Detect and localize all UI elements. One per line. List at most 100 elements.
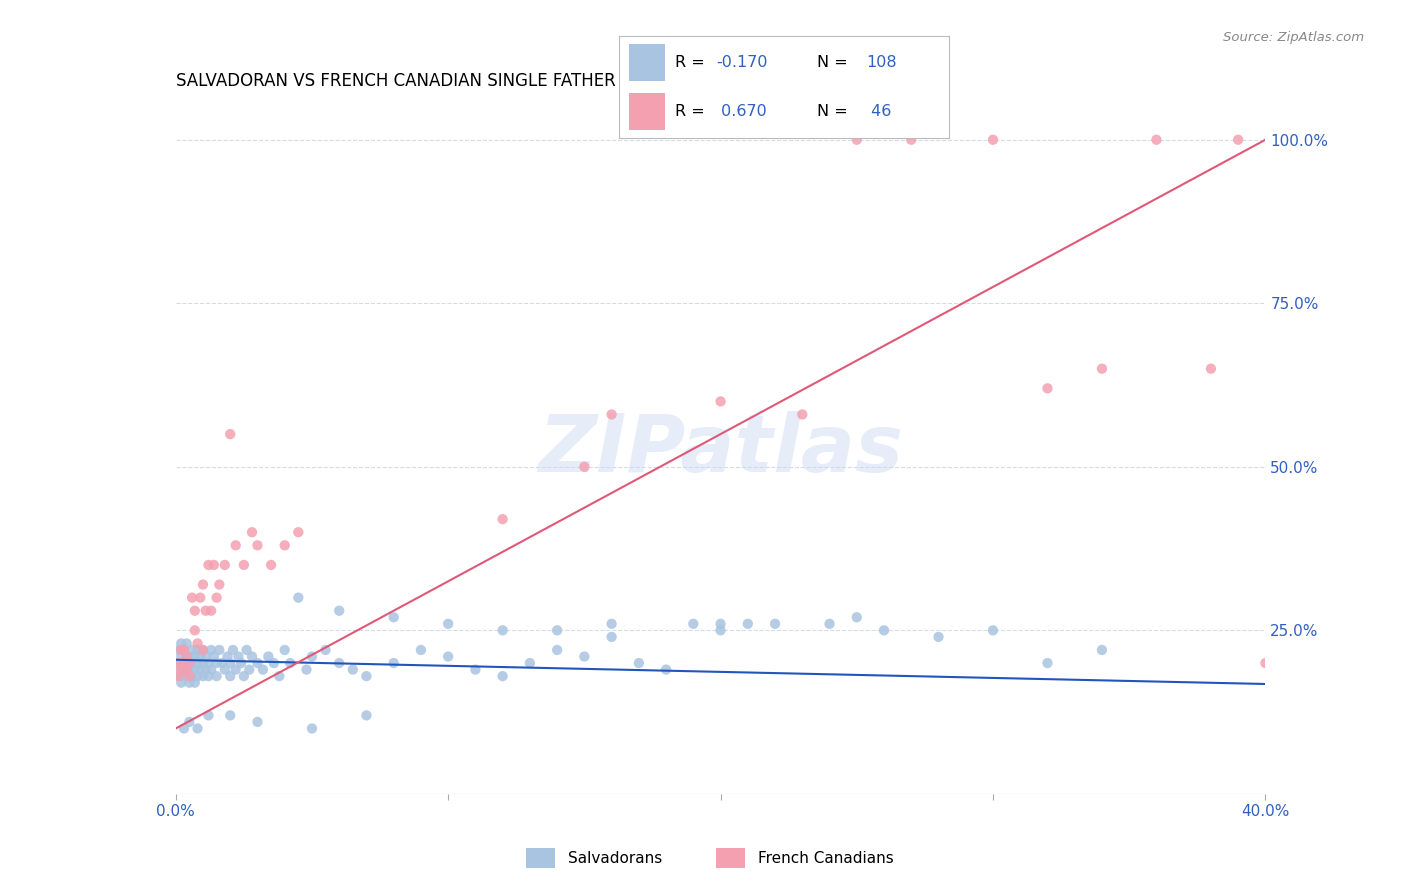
Point <box>197 669 219 683</box>
Point <box>173 663 195 677</box>
Point <box>200 604 222 618</box>
Point <box>269 669 291 683</box>
Text: SALVADORAN VS FRENCH CANADIAN SINGLE FATHER POVERTY CORRELATION CHART: SALVADORAN VS FRENCH CANADIAN SINGLE FAT… <box>176 72 882 90</box>
Point <box>173 669 195 683</box>
Point <box>222 643 245 657</box>
Point <box>186 656 209 670</box>
Point <box>188 591 211 605</box>
Point <box>600 616 623 631</box>
Text: -0.170: -0.170 <box>716 54 768 70</box>
Point <box>186 636 209 650</box>
Point <box>232 558 254 572</box>
Point <box>179 656 201 670</box>
Point <box>263 656 285 670</box>
Point <box>257 649 280 664</box>
Point <box>873 624 896 638</box>
Point <box>170 663 193 677</box>
Point <box>382 656 405 670</box>
Point <box>232 669 254 683</box>
Point <box>225 538 247 552</box>
Point <box>315 643 337 657</box>
Text: Source: ZipAtlas.com: Source: ZipAtlas.com <box>1223 31 1364 45</box>
Point <box>231 656 253 670</box>
Point <box>176 669 198 683</box>
Point <box>202 649 225 664</box>
Point <box>287 525 309 540</box>
Point <box>274 538 297 552</box>
Text: French Canadians: French Canadians <box>758 851 894 865</box>
Point <box>228 649 250 664</box>
Point <box>763 616 786 631</box>
Text: Salvadorans: Salvadorans <box>568 851 662 865</box>
Point <box>191 656 214 670</box>
Point <box>211 656 233 670</box>
Point <box>900 133 922 147</box>
Point <box>176 649 198 664</box>
Point <box>184 624 207 638</box>
Point <box>173 722 195 736</box>
Point <box>176 663 198 677</box>
Point <box>682 616 704 631</box>
Point <box>197 708 219 723</box>
Point <box>170 636 193 650</box>
Point <box>197 656 219 670</box>
Point <box>219 427 242 442</box>
Bar <box>628 93 665 130</box>
Point <box>205 669 228 683</box>
Point <box>274 643 297 657</box>
Point <box>214 663 236 677</box>
Point <box>179 663 201 677</box>
Point <box>235 643 257 657</box>
Point <box>179 649 201 664</box>
Point <box>179 656 201 670</box>
Point <box>170 643 193 657</box>
Point <box>278 656 301 670</box>
Point <box>845 133 868 147</box>
Point <box>295 663 318 677</box>
Point <box>186 722 209 736</box>
Point <box>167 669 190 683</box>
Point <box>437 649 460 664</box>
Point <box>1254 656 1277 670</box>
Point <box>845 610 868 624</box>
Point <box>246 656 269 670</box>
Point <box>1036 381 1059 395</box>
Point <box>1199 361 1222 376</box>
Bar <box>526 848 555 868</box>
Point <box>194 649 217 664</box>
Point <box>202 558 225 572</box>
Point <box>194 604 217 618</box>
Point <box>519 656 541 670</box>
Point <box>600 630 623 644</box>
Point <box>238 663 260 677</box>
Point <box>710 624 733 638</box>
Point <box>710 616 733 631</box>
Point <box>655 663 678 677</box>
Point <box>173 643 195 657</box>
Point <box>186 669 209 683</box>
Point <box>188 649 211 664</box>
Point <box>1091 643 1114 657</box>
Point <box>1144 133 1167 147</box>
Point <box>301 722 323 736</box>
Point <box>356 708 378 723</box>
Point <box>214 558 236 572</box>
Point <box>191 669 214 683</box>
Point <box>260 558 283 572</box>
Point <box>246 714 269 729</box>
Point <box>197 558 219 572</box>
Point <box>737 616 759 631</box>
Point <box>409 643 432 657</box>
Point <box>181 669 204 683</box>
Point <box>200 643 222 657</box>
Point <box>173 643 195 657</box>
Point <box>240 649 263 664</box>
Point <box>167 669 190 683</box>
Point <box>208 577 231 591</box>
Point <box>176 649 198 664</box>
Text: 108: 108 <box>866 54 897 70</box>
Point <box>205 591 228 605</box>
Point <box>176 636 198 650</box>
Point <box>574 649 596 664</box>
Point <box>191 643 214 657</box>
